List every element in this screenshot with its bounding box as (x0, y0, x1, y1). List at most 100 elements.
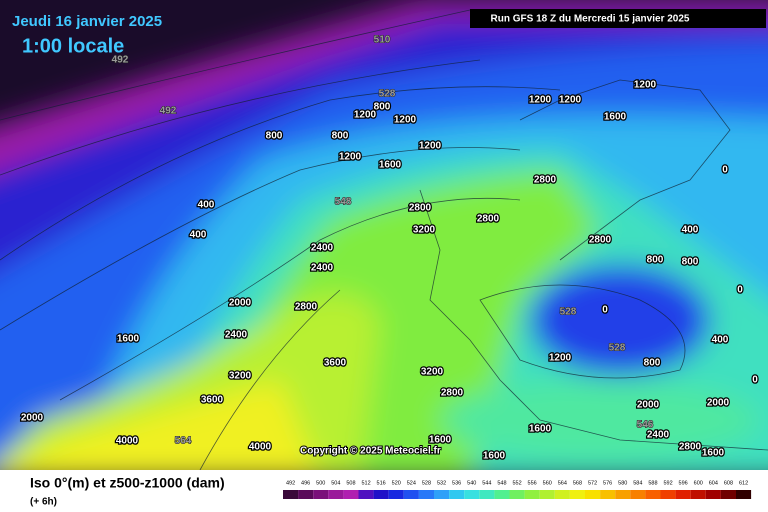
z-label: 510 (374, 35, 391, 46)
iso0-label: 2000 (229, 298, 252, 309)
legend-swatch (283, 490, 299, 499)
iso0-label: 2800 (441, 388, 464, 399)
iso0-label: 3200 (413, 225, 436, 236)
legend-label: 552 (512, 480, 521, 486)
legend-label: 556 (528, 480, 537, 486)
iso0-label: 3200 (229, 371, 252, 382)
footer-step: (+ 6h) (30, 497, 57, 508)
z-label: 492 (112, 55, 129, 66)
legend-label: 512 (361, 480, 370, 486)
iso0-label: 1200 (354, 110, 377, 121)
legend-label: 580 (618, 480, 627, 486)
legend-label: 604 (709, 480, 718, 486)
legend-swatch (690, 490, 706, 499)
legend-label: 540 (467, 480, 476, 486)
legend-swatch (630, 490, 646, 499)
iso0-label: 2400 (311, 263, 334, 274)
legend-label: 564 (558, 480, 567, 486)
legend-label: 548 (497, 480, 506, 486)
legend-swatch (539, 490, 555, 499)
iso0-label: 400 (712, 335, 729, 346)
iso0-label: 1600 (604, 112, 627, 123)
legend-label: 532 (437, 480, 446, 486)
iso0-label: 1600 (429, 435, 452, 446)
copyright: Copyright © 2025 Meteociel.fr (300, 446, 441, 457)
legend-swatch (373, 490, 389, 499)
iso0-label: 800 (266, 131, 283, 142)
iso0-label: 1200 (529, 95, 552, 106)
legend-label: 508 (346, 480, 355, 486)
iso0-label: 4000 (249, 442, 272, 453)
iso0-label: 1600 (483, 451, 506, 462)
legend-label: 584 (633, 480, 642, 486)
map-field (0, 0, 768, 470)
legend-swatch (449, 490, 465, 499)
z-label: 564 (175, 436, 192, 447)
footer-title: Iso 0°(m) et z500-z1000 (dam) (30, 475, 225, 491)
legend-swatch (600, 490, 616, 499)
iso0-label: 1600 (702, 448, 725, 459)
legend-label: 504 (331, 480, 340, 486)
contours (0, 9, 768, 470)
iso0-label: 2400 (647, 430, 670, 441)
z-label: 548 (335, 197, 352, 208)
iso0-label: 400 (198, 200, 215, 211)
iso0-label: 2800 (409, 203, 432, 214)
legend-swatch (705, 490, 721, 499)
iso0-label: 3600 (324, 358, 347, 369)
legend-label: 544 (482, 480, 491, 486)
iso0-label: 2000 (21, 413, 44, 424)
iso0-label: 1200 (394, 115, 417, 126)
iso0-label: 400 (682, 225, 699, 236)
legend-label: 600 (694, 480, 703, 486)
legend-label: 608 (724, 480, 733, 486)
iso0-label: 2400 (311, 243, 334, 254)
legend-swatch (736, 490, 752, 499)
iso0-label: 2400 (225, 330, 248, 341)
iso0-label: 1600 (529, 424, 552, 435)
iso0-label: 400 (190, 230, 207, 241)
legend-swatch (645, 490, 661, 499)
iso0-label: 1200 (419, 141, 442, 152)
legend-swatch (418, 490, 434, 499)
iso0-label: 1200 (634, 80, 657, 91)
legend-label: 516 (377, 480, 386, 486)
iso0-label: 0 (722, 165, 728, 176)
legend-swatch (509, 490, 525, 499)
legend-label: 596 (679, 480, 688, 486)
legend-swatch (524, 490, 540, 499)
legend-swatch (388, 490, 404, 499)
time: 1:00 locale (22, 35, 124, 57)
legend-swatch (343, 490, 359, 499)
run-box (470, 9, 766, 28)
legend-label: 568 (573, 480, 582, 486)
legend-label: 588 (648, 480, 657, 486)
iso0-label: 0 (752, 375, 758, 386)
iso0-label: 2800 (477, 214, 500, 225)
legend-swatch (569, 490, 585, 499)
iso0-label: 2800 (295, 302, 318, 313)
z-label: 546 (637, 420, 654, 431)
run-info: Run GFS 18 Z du Mercredi 15 janvier 2025 (491, 14, 690, 25)
legend-swatch (585, 490, 601, 499)
legend-swatch (554, 490, 570, 499)
iso0-label: 1200 (339, 152, 362, 163)
iso0-label: 0 (737, 285, 743, 296)
date: Jeudi 16 janvier 2025 (12, 13, 162, 30)
iso0-label: 3600 (201, 395, 224, 406)
legend-label: 592 (663, 480, 672, 486)
legend-swatch (434, 490, 450, 499)
legend-swatch (720, 490, 736, 499)
legend-swatch (403, 490, 419, 499)
legend-swatch (615, 490, 631, 499)
iso0-label: 4000 (116, 436, 139, 447)
legend-swatch (494, 490, 510, 499)
legend-label: 576 (603, 480, 612, 486)
iso0-label: 800 (647, 255, 664, 266)
legend-swatch (313, 490, 329, 499)
legend-label: 492 (286, 480, 295, 486)
iso0-label: 800 (644, 358, 661, 369)
z-label: 528 (379, 89, 396, 100)
legend-label: 524 (407, 480, 416, 486)
legend: 492 496 500 504 508 512 516 520 524 528 532 536 540 5… (283, 480, 752, 499)
